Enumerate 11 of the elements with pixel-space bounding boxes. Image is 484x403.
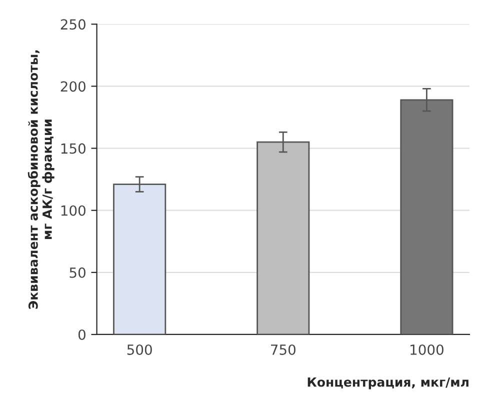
- y-tick-label: 150: [61, 143, 86, 154]
- y-tick-label: 250: [60, 19, 86, 30]
- x-tick-label: 750: [271, 344, 296, 355]
- x-tick-label: 1000: [410, 344, 444, 355]
- y-tick-label: 0: [78, 329, 86, 340]
- x-tick-label: 500: [127, 344, 152, 355]
- y-tick-label: 50: [70, 267, 86, 278]
- x-axis-title: Концентрация, мкг/мл: [308, 377, 468, 390]
- y-tick-label: 100: [61, 205, 86, 216]
- y-axis-title: Эквивалент аскорбиновой кислоты, мг АК/г фракции: [28, 50, 54, 309]
- y-tick-label: 200: [60, 81, 86, 92]
